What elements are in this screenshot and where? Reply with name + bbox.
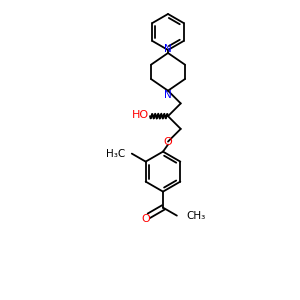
Text: H₃C: H₃C <box>106 148 125 159</box>
Text: CH₃: CH₃ <box>187 211 206 220</box>
Text: HO: HO <box>131 110 148 120</box>
Text: O: O <box>164 136 172 147</box>
Text: N: N <box>164 90 172 100</box>
Text: N: N <box>164 44 172 54</box>
Text: O: O <box>142 214 151 224</box>
